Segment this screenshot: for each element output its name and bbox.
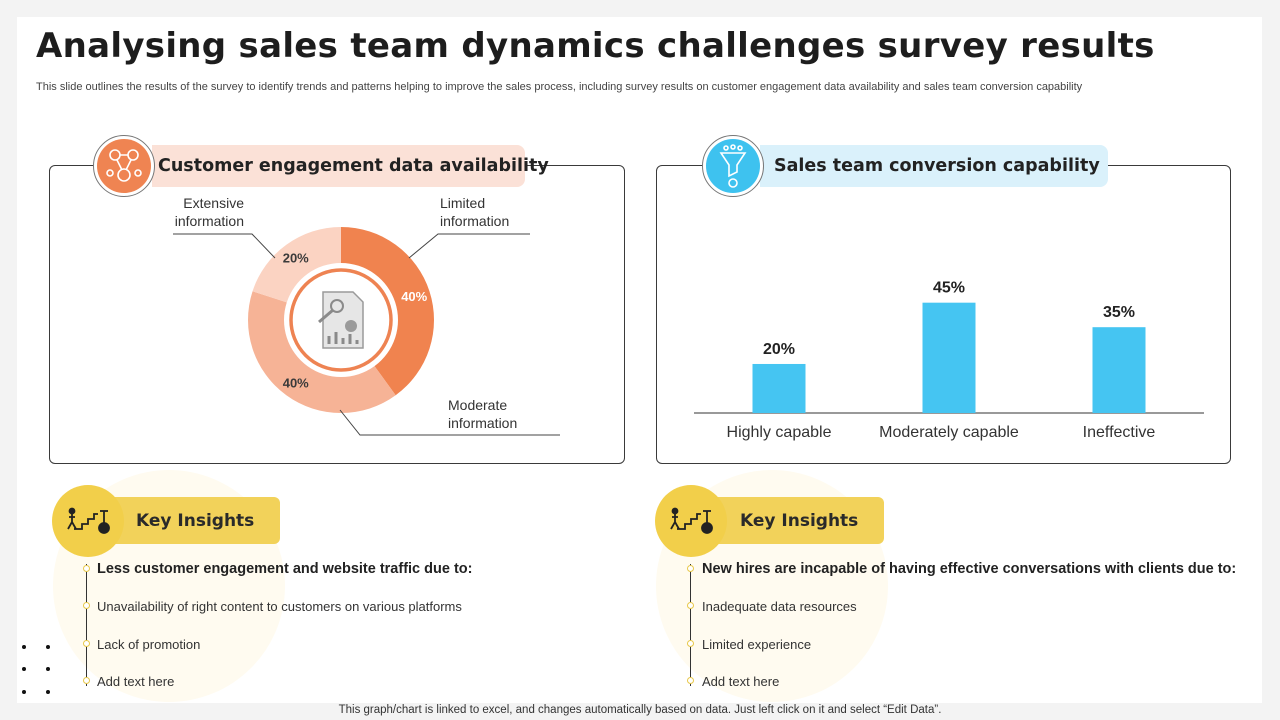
insights-right-heading: New hires are incapable of having effect… <box>702 561 1237 577</box>
insights-left-timeline <box>86 564 87 686</box>
donut-value-label: 20% <box>283 251 309 266</box>
bar-value-label: 35% <box>1103 304 1135 321</box>
donut-callout-line <box>173 233 276 259</box>
timeline-dot <box>83 640 90 647</box>
donut-category-label: Limited <box>440 195 485 211</box>
people-network-icon <box>97 139 151 193</box>
bar-value-label: 20% <box>763 341 795 358</box>
timeline-dot <box>687 640 694 647</box>
donut-category-label: Moderate <box>448 397 507 413</box>
bar <box>922 302 976 413</box>
insights-right-item: Inadequate data resources <box>702 599 857 614</box>
donut-category-label: information <box>448 415 517 431</box>
insights-right-timeline <box>690 564 691 686</box>
timeline-dot <box>687 677 694 684</box>
insights-right-item: Add text here <box>702 674 780 689</box>
donut-category-label: information <box>440 213 509 229</box>
donut-callout-line <box>408 233 530 259</box>
donut-callout-line <box>339 409 560 436</box>
insights-left-heading: Less customer engagement and website tra… <box>97 561 473 577</box>
bar <box>752 363 806 413</box>
document-report-icon <box>318 291 364 349</box>
timeline-dot <box>83 602 90 609</box>
donut-slice <box>247 291 396 413</box>
bar <box>1092 327 1146 413</box>
bar-category-label: Highly capable <box>727 424 832 441</box>
bar-value-label: 45% <box>933 280 965 297</box>
timeline-dot <box>687 565 694 572</box>
insights-right-item: Limited experience <box>702 637 812 652</box>
donut-value-label: 40% <box>401 289 427 304</box>
insights-left-item: Unavailability of right content to custo… <box>97 599 462 614</box>
footer-note: This graph/chart is linked to excel, and… <box>338 704 942 716</box>
engagement-chart-heading: Customer engagement data availability <box>152 145 549 187</box>
stairs-goal-icon <box>52 485 124 557</box>
page-subtitle: This slide outlines the results of the s… <box>36 81 1083 93</box>
timeline-dot <box>83 677 90 684</box>
conversion-bar-chart: 20% Highly capable 45% Moderately capable 35… <box>694 280 1204 441</box>
conversion-chart-heading: Sales team conversion capability <box>760 145 1108 187</box>
bar-category-label: Ineffective <box>1083 424 1156 441</box>
slide-nav-dots[interactable] <box>18 638 58 698</box>
page-title: Analysing sales team dynamics challenges… <box>36 26 1155 66</box>
donut-value-label: 40% <box>283 375 309 390</box>
timeline-dot <box>83 565 90 572</box>
engagement-donut-chart: 40% 40% 20% Limited information Moderate infor… <box>173 195 560 436</box>
donut-category-label: information <box>175 213 244 229</box>
insights-left-item: Add text here <box>97 674 175 689</box>
bar-category-label: Moderately capable <box>879 424 1019 441</box>
funnel-coins-icon <box>706 139 760 193</box>
insights-left-item: Lack of promotion <box>97 637 201 652</box>
donut-slice <box>252 227 341 303</box>
donut-category-label: Extensive <box>183 195 244 211</box>
timeline-dot <box>687 602 694 609</box>
stairs-goal-icon <box>655 485 727 557</box>
donut-slice <box>341 227 435 396</box>
